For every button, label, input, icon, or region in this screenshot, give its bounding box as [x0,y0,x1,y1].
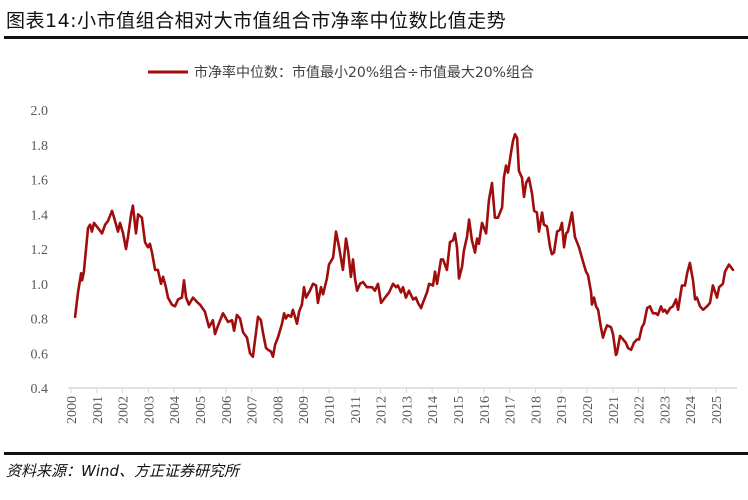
y-tick-label: 2.0 [31,104,49,119]
y-tick-label: 0.6 [31,347,49,362]
x-tick-label: 2021 [607,396,622,424]
top-divider [4,36,748,39]
legend: 市净率中位数：市值最小20%组合÷市值最大20%组合 [148,64,534,81]
x-tick-label: 2018 [529,396,544,424]
x-tick-label: 2003 [142,396,157,424]
y-tick-label: 0.4 [31,382,49,397]
x-tick-label: 2000 [65,396,80,424]
x-tick-label: 2004 [168,396,183,424]
y-axis: 0.4 0.6 0.8 1.0 1.2 1.4 1.6 1.8 2.0 [31,104,49,397]
x-tick-label: 2020 [581,396,596,424]
x-tick-label: 2016 [478,396,493,424]
y-tick-label: 1.8 [31,139,49,154]
x-tick-label: 2010 [323,396,338,424]
x-tick-label: 2007 [246,396,261,424]
y-tick-label: 1.2 [31,243,49,258]
x-tick-label: 2014 [426,396,441,424]
x-tick-label: 2002 [117,396,132,424]
series-line [73,133,735,358]
source-note: 资料来源：Wind、方正证券研究所 [6,462,240,480]
x-tick-label: 2022 [633,396,648,424]
series-layer [73,133,735,358]
bottom-divider [4,452,748,455]
y-tick-label: 1.6 [31,174,49,189]
figure-title: 图表14:小市值组合相对大市值组合市净率中位数比值走势 [6,10,507,32]
x-tick-label: 2019 [555,396,570,424]
x-tick-label: 2001 [91,396,106,424]
y-tick-label: 1.4 [31,208,49,223]
x-tick-label: 2008 [271,396,286,424]
x-tick-label: 2024 [684,396,699,424]
x-tick-label: 2023 [658,396,673,424]
x-tick-label: 2005 [194,396,209,424]
y-tick-label: 0.8 [31,313,49,328]
x-tick-label: 2011 [349,396,364,423]
x-tick-label: 2012 [375,396,390,424]
x-axis: 2000 2001 2002 2003 2004 2005 2006 2007 2008 2009… [65,387,737,424]
legend-label: 市净率中位数：市值最小20%组合÷市值最大20%组合 [194,64,534,81]
x-tick-label: 2017 [504,396,519,424]
x-tick-label: 2015 [452,396,467,424]
x-tick-label: 2006 [220,396,235,424]
x-tick-label: 2009 [297,396,312,424]
x-tick-label: 2013 [400,396,415,424]
x-tick-label: 2025 [710,396,725,424]
y-tick-label: 1.0 [31,278,49,293]
